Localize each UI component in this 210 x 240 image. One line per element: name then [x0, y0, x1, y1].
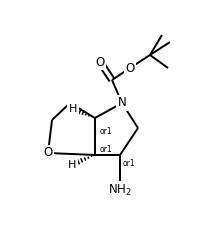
Text: N: N — [118, 96, 126, 109]
Text: or1: or1 — [100, 145, 113, 155]
Text: or1: or1 — [123, 158, 136, 168]
Text: H: H — [69, 104, 77, 114]
Text: O: O — [43, 146, 53, 160]
Text: H: H — [68, 160, 76, 170]
Text: or1: or1 — [100, 127, 113, 137]
Text: NH2: NH2 — [108, 184, 133, 197]
Text: O: O — [95, 55, 105, 68]
Text: O: O — [125, 61, 135, 74]
Text: NH$_2$: NH$_2$ — [108, 182, 132, 198]
